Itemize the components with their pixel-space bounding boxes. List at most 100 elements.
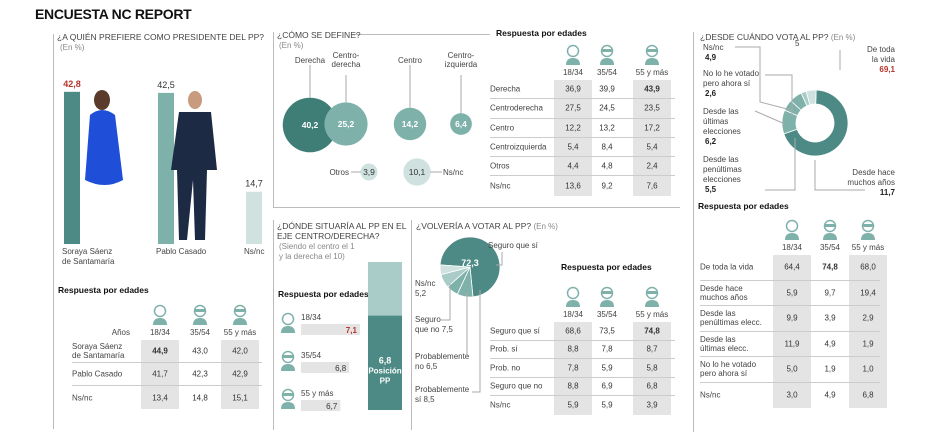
young-person-icon [281, 312, 295, 333]
head-shape [566, 44, 580, 58]
stray-label: 5 [795, 40, 800, 48]
donut-label: la vida [872, 55, 896, 64]
row-label-line: Prob. sí [490, 344, 518, 354]
table-cell: 5,0 [786, 364, 798, 374]
table-cell: 42,3 [192, 369, 208, 379]
define-bubble-chart: Derecha 40,2 Centro-derecha 25,2 Centro 14,2 C… [282, 51, 478, 186]
age-bar [301, 324, 360, 335]
row-label-line: Seguro que sí [490, 326, 540, 336]
table-cell: 1,9 [862, 339, 874, 349]
table-row: Seguro que sí 68,6 73,5 74,8 [490, 322, 675, 341]
donut-leader-line [814, 160, 865, 191]
age-header: 35/54 [596, 310, 618, 319]
table-cell: 41,7 [152, 369, 168, 379]
head-shape [600, 286, 614, 300]
table-cell: 68,0 [860, 262, 876, 272]
pie-label: Probablemente [415, 385, 470, 394]
head-shape [645, 286, 659, 300]
body-shape [153, 318, 167, 325]
bar-category-label: Soraya Sáenz [62, 247, 112, 256]
table-row: Otros 4,4 4,8 2,4 [490, 157, 675, 177]
row-label: Ns/nc [72, 393, 92, 402]
divider [273, 220, 274, 430]
table-row: Desde las penúltimas elecc. 9,9 3,9 2,9 [700, 306, 880, 332]
body-shape [233, 318, 247, 325]
table-cell: 3,0 [786, 390, 798, 400]
column-shade [221, 340, 259, 409]
divider [53, 34, 54, 429]
desde-age-title: Respuesta por edades [698, 201, 789, 211]
age-header: 55 y más [635, 68, 669, 77]
pie-value-label: 72,3 [461, 258, 479, 268]
table-cell: 12,2 [565, 123, 581, 133]
table-cell: 23,5 [644, 103, 660, 113]
head-shape [566, 286, 580, 300]
donut-label: Desde hace [852, 168, 895, 177]
define-question: ¿CÓMO SE DEFINE? [277, 30, 361, 40]
table-row: Desde hace muchos años 5,9 9,7 19,4 [700, 281, 880, 306]
row-label-line: Centroderecha [490, 103, 543, 113]
table-row: Derecha 36,9 39,9 43,9 [490, 80, 675, 100]
pie-label: no 6,5 [415, 362, 438, 371]
donut-label: últimas [703, 117, 728, 126]
table-cell: 11,9 [784, 339, 800, 349]
bar-value-label: 42,5 [157, 80, 175, 90]
bubble-category-label: izquierda [445, 60, 478, 69]
row-label-line: Prob. no [490, 363, 521, 373]
row-label: Desde las últimas elecc. [700, 335, 748, 353]
table-row: Ns/nc 3,0 4,9 6,8 [700, 383, 880, 409]
row-label: Derecha [490, 85, 520, 94]
table-cell: 4,9 [824, 339, 836, 349]
table-cell: 42,9 [232, 369, 248, 379]
pie-label: sí 8,5 [415, 395, 435, 404]
table-cell: 27,5 [565, 103, 581, 113]
table-cell: 6,8 [646, 381, 658, 391]
table-cell: 15,1 [232, 393, 248, 402]
middle-aged-person-icon [823, 219, 837, 240]
table-row: Ns/nc 13,4 14,8 15,1 [72, 386, 262, 409]
body-shape [645, 300, 659, 307]
donut-leader-line [765, 74, 793, 115]
pp-position-label: PP [380, 377, 391, 386]
table-cell: 36,9 [565, 84, 581, 94]
bubble [360, 163, 378, 181]
age-bar [301, 362, 350, 373]
table-cell: 39,9 [599, 84, 615, 94]
bar [64, 91, 80, 244]
table-cell: 5,9 [601, 363, 613, 373]
glasses-shape [602, 291, 612, 294]
divider [273, 207, 680, 208]
row-label-line: últimas elecc. [700, 343, 749, 353]
column-shade [773, 255, 811, 408]
table-row: Centroizquierda 5,4 8,4 5,4 [490, 138, 675, 158]
body-shape [193, 318, 207, 325]
donut-label: pero ahora sí [703, 79, 751, 88]
person-head-casado [188, 91, 202, 109]
row-label-line: Desde hace [700, 283, 743, 293]
person-head-soraya [94, 90, 110, 110]
row-label-line: Derecha [490, 84, 521, 94]
glasses-shape [647, 49, 657, 52]
table-cell: 14,8 [192, 393, 208, 402]
age-bar [301, 400, 341, 411]
table-cell: 7,8 [567, 363, 579, 373]
row-label: Seguro que sí [490, 326, 540, 335]
bubble-category-label: Centro- [448, 51, 475, 60]
table-row: Ns/nc 5,9 5,9 3,9 [490, 396, 675, 415]
pie-label: Seguro [415, 315, 441, 324]
donut-slice [805, 89, 817, 106]
row-label-line: Pablo Casado [72, 369, 123, 379]
body-shape [281, 402, 295, 409]
pie-slice [439, 264, 471, 276]
row-label: Desde las penúltimas elecc. [700, 309, 762, 327]
glasses-shape [283, 355, 293, 358]
senior-person-icon [645, 44, 659, 65]
age-header: 35/54 [819, 243, 841, 252]
body-shape [281, 326, 295, 333]
bubble-value-label: 14,2 [402, 119, 419, 129]
table-cell: 8,8 [567, 344, 579, 354]
middle-aged-person-icon [600, 44, 614, 65]
table-cell: 73,5 [599, 326, 615, 336]
table-row: Pablo Casado 41,7 42,3 42,9 [72, 363, 262, 386]
row-label-line: de Santamaría [72, 351, 125, 360]
